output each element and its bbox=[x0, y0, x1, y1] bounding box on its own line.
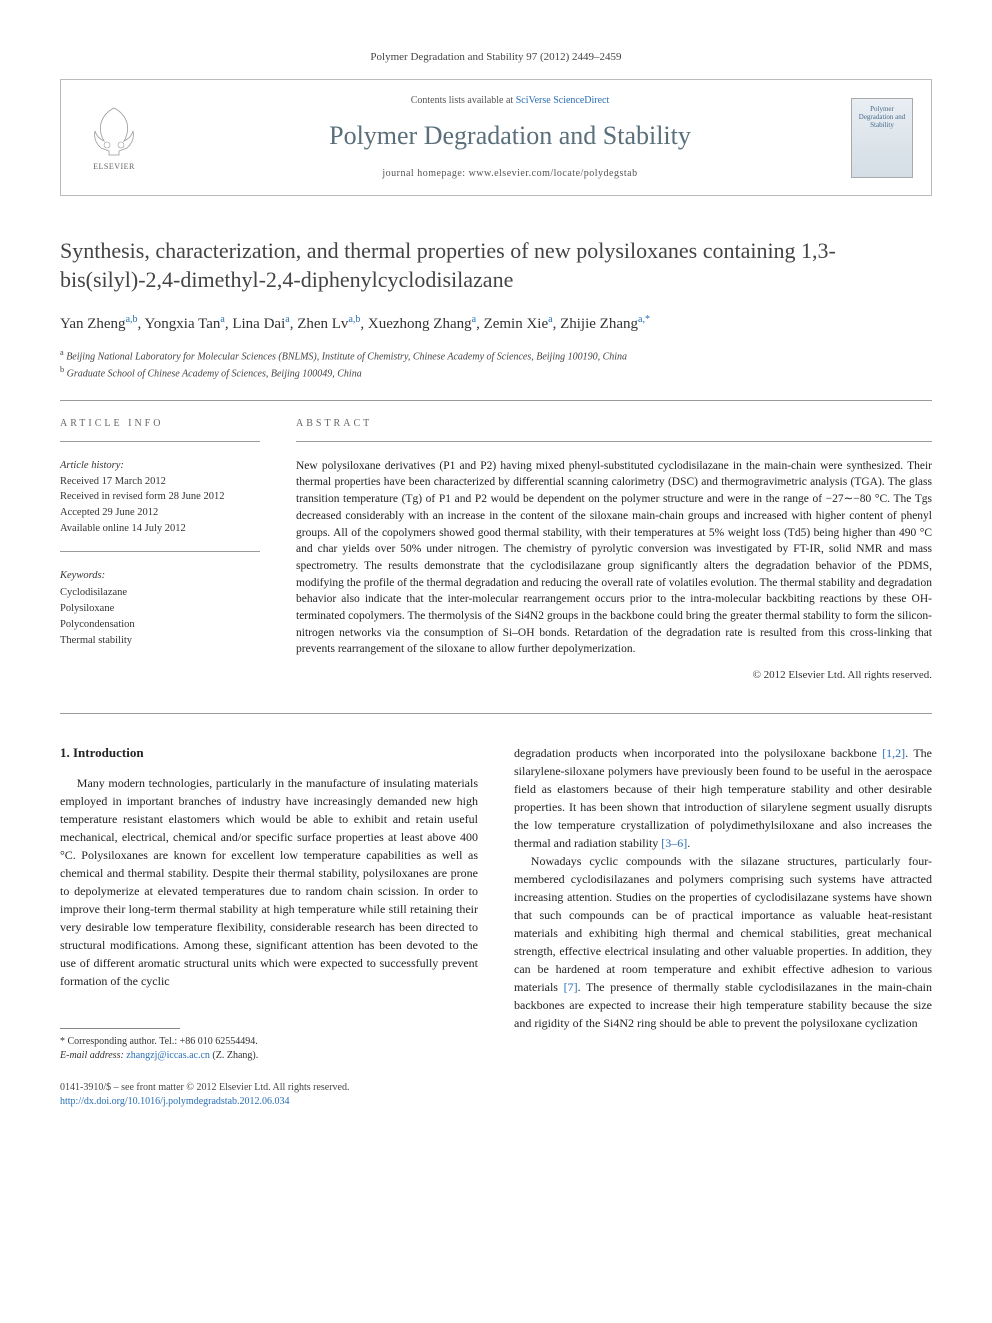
article-title: Synthesis, characterization, and thermal… bbox=[60, 236, 932, 295]
email-line: E-mail address: zhangzj@iccas.ac.cn (Z. … bbox=[60, 1049, 478, 1063]
divider bbox=[60, 713, 932, 714]
article-info-column: ARTICLE INFO Article history: Received 1… bbox=[60, 417, 260, 683]
keywords-block: Keywords: Cyclodisilazane Polysiloxane P… bbox=[60, 568, 260, 649]
corresponding-author: * Corresponding author. Tel.: +86 010 62… bbox=[60, 1035, 478, 1049]
article-history: Article history: Received 17 March 2012 … bbox=[60, 458, 260, 537]
keyword: Thermal stability bbox=[60, 633, 260, 649]
publisher-label: ELSEVIER bbox=[93, 161, 135, 172]
homepage-prefix: journal homepage: bbox=[382, 168, 468, 179]
divider bbox=[60, 400, 932, 401]
abstract-text: New polysiloxane derivatives (P1 and P2)… bbox=[296, 458, 932, 658]
email-link[interactable]: zhangzj@iccas.ac.cn bbox=[126, 1050, 210, 1061]
accepted-date: Accepted 29 June 2012 bbox=[60, 505, 260, 521]
affiliations: a Beijing National Laboratory for Molecu… bbox=[60, 347, 932, 382]
author: Yan Zhenga,b bbox=[60, 316, 138, 332]
keywords-label: Keywords: bbox=[60, 568, 260, 584]
divider bbox=[60, 551, 260, 552]
left-column: 1. Introduction Many modern technologies… bbox=[60, 744, 478, 1109]
keyword: Polysiloxane bbox=[60, 601, 260, 617]
contents-prefix: Contents lists available at bbox=[411, 95, 516, 106]
divider bbox=[60, 441, 260, 442]
doi-link[interactable]: http://dx.doi.org/10.1016/j.polymdegrads… bbox=[60, 1096, 290, 1107]
footer: 0141-3910/$ – see front matter © 2012 El… bbox=[60, 1081, 478, 1109]
paragraph: Many modern technologies, particularly i… bbox=[60, 774, 478, 990]
citation-line: Polymer Degradation and Stability 97 (20… bbox=[60, 50, 932, 65]
cover-text: Polymer Degradation and Stability bbox=[856, 105, 908, 130]
citation-ref[interactable]: [3–6] bbox=[661, 836, 687, 850]
author: Lina Daia bbox=[232, 316, 289, 332]
elsevier-tree-icon bbox=[89, 103, 139, 159]
author-list: Yan Zhenga,b, Yongxia Tana, Lina Daia, Z… bbox=[60, 313, 932, 335]
body-columns: 1. Introduction Many modern technologies… bbox=[60, 744, 932, 1109]
abstract-column: ABSTRACT New polysiloxane derivatives (P… bbox=[296, 417, 932, 683]
body-text: Many modern technologies, particularly i… bbox=[60, 774, 478, 990]
sciencedirect-link[interactable]: SciVerse ScienceDirect bbox=[516, 95, 610, 106]
journal-cover-thumbnail: Polymer Degradation and Stability bbox=[851, 98, 913, 178]
section-heading: 1. Introduction bbox=[60, 744, 478, 762]
front-matter: 0141-3910/$ – see front matter © 2012 El… bbox=[60, 1081, 478, 1095]
abstract-heading: ABSTRACT bbox=[296, 417, 932, 431]
affiliation-b: b Graduate School of Chinese Academy of … bbox=[60, 364, 932, 381]
online-date: Available online 14 July 2012 bbox=[60, 521, 260, 537]
body-text: degradation products when incorporated i… bbox=[514, 744, 932, 1032]
email-label: E-mail address: bbox=[60, 1050, 126, 1061]
history-label: Article history: bbox=[60, 458, 260, 474]
journal-header: ELSEVIER Contents lists available at Sci… bbox=[60, 79, 932, 195]
citation-ref[interactable]: [7] bbox=[564, 980, 578, 994]
author: Zemin Xiea bbox=[484, 316, 553, 332]
keyword: Polycondensation bbox=[60, 617, 260, 633]
author: Zhen Lva,b bbox=[297, 316, 360, 332]
right-column: degradation products when incorporated i… bbox=[514, 744, 932, 1109]
divider bbox=[296, 441, 932, 442]
received-date: Received 17 March 2012 bbox=[60, 474, 260, 490]
revised-date: Received in revised form 28 June 2012 bbox=[60, 489, 260, 505]
elsevier-logo: ELSEVIER bbox=[79, 98, 149, 178]
homepage-url: www.elsevier.com/locate/polydegstab bbox=[469, 168, 638, 179]
paragraph: Nowadays cyclic compounds with the silaz… bbox=[514, 852, 932, 1032]
author: Zhijie Zhanga,* bbox=[560, 316, 650, 332]
footnote-separator bbox=[60, 1028, 180, 1029]
paragraph: degradation products when incorporated i… bbox=[514, 744, 932, 852]
article-info-heading: ARTICLE INFO bbox=[60, 417, 260, 431]
contents-available: Contents lists available at SciVerse Sci… bbox=[169, 94, 851, 108]
journal-homepage: journal homepage: www.elsevier.com/locat… bbox=[169, 167, 851, 181]
author: Yongxia Tana bbox=[144, 316, 224, 332]
footnotes: * Corresponding author. Tel.: +86 010 62… bbox=[60, 1035, 478, 1063]
affiliation-a: a Beijing National Laboratory for Molecu… bbox=[60, 347, 932, 364]
abstract-copyright: © 2012 Elsevier Ltd. All rights reserved… bbox=[296, 668, 932, 683]
author: Xuezhong Zhanga bbox=[368, 316, 476, 332]
journal-name: Polymer Degradation and Stability bbox=[169, 118, 851, 154]
keyword: Cyclodisilazane bbox=[60, 585, 260, 601]
email-suffix: (Z. Zhang). bbox=[210, 1050, 258, 1061]
citation-ref[interactable]: [1,2] bbox=[882, 746, 905, 760]
